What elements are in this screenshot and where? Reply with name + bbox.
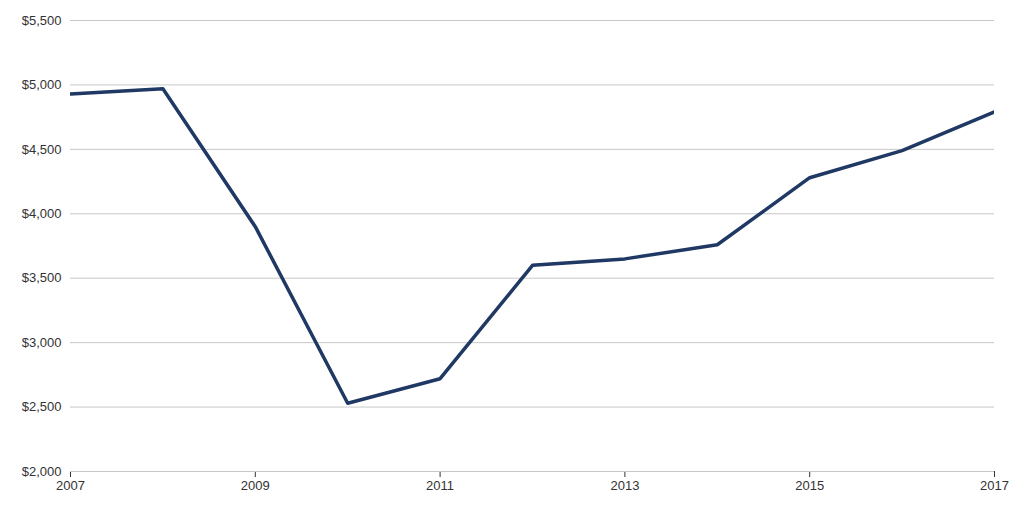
- svg-text:$2,500: $2,500: [22, 399, 62, 414]
- svg-text:$4,000: $4,000: [22, 206, 62, 221]
- svg-text:2015: 2015: [795, 478, 824, 493]
- svg-text:2007: 2007: [56, 478, 85, 493]
- svg-text:2017: 2017: [980, 478, 1009, 493]
- svg-text:$2,000: $2,000: [22, 464, 62, 479]
- svg-text:$5,000: $5,000: [22, 77, 62, 92]
- svg-text:$3,500: $3,500: [22, 270, 62, 285]
- svg-text:$5,500: $5,500: [22, 13, 62, 28]
- svg-text:2011: 2011: [426, 478, 454, 493]
- svg-text:$3,000: $3,000: [22, 335, 62, 350]
- svg-text:$4,500: $4,500: [22, 142, 62, 157]
- svg-text:2009: 2009: [241, 478, 270, 493]
- svg-text:2013: 2013: [610, 478, 639, 493]
